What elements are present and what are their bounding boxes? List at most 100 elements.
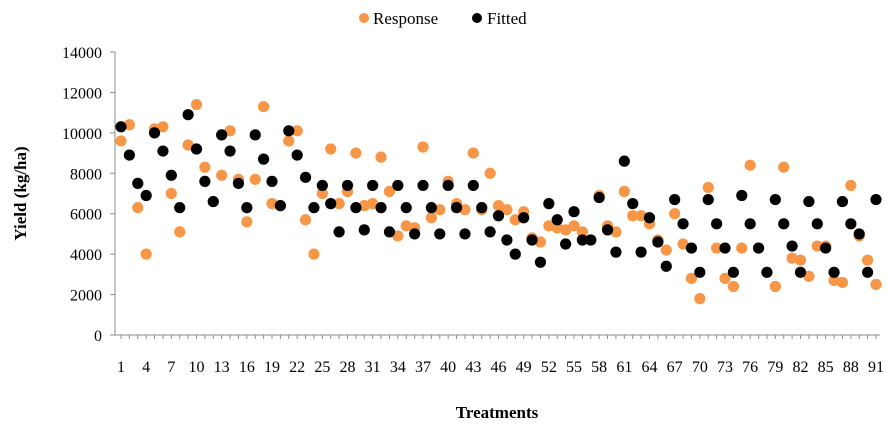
point-fitted — [643, 212, 656, 224]
point-fitted — [568, 206, 580, 218]
point-response — [367, 198, 379, 210]
point-response — [199, 161, 211, 173]
point-fitted — [870, 193, 882, 206]
point-fitted — [593, 191, 605, 204]
point-fitted — [358, 224, 370, 236]
point-fitted — [132, 177, 144, 189]
x-tick-label: 73 — [717, 359, 733, 376]
point-response — [568, 220, 580, 232]
point-fitted — [442, 179, 454, 192]
x-tick-label: 43 — [465, 359, 481, 376]
point-response — [425, 212, 437, 224]
point-fitted — [232, 177, 245, 189]
point-fitted — [845, 218, 857, 230]
point-fitted — [325, 198, 337, 210]
point-fitted — [333, 226, 345, 238]
point-response — [115, 135, 127, 147]
point-fitted — [576, 234, 588, 246]
point-response — [501, 204, 513, 216]
point-fitted — [853, 228, 865, 240]
x-tick-label: 58 — [591, 359, 607, 376]
point-response — [308, 248, 320, 260]
point-fitted — [534, 256, 547, 268]
point-fitted — [711, 218, 723, 230]
point-fitted — [450, 202, 463, 214]
legend-marker-fitted — [472, 13, 482, 23]
y-tick-label: 0 — [94, 328, 102, 345]
point-response — [333, 198, 345, 210]
point-response — [744, 159, 756, 171]
point-response — [350, 147, 362, 159]
point-response — [786, 252, 798, 264]
point-fitted — [115, 121, 127, 133]
x-tick-label: 76 — [742, 359, 758, 376]
point-fitted — [383, 226, 396, 238]
point-response — [627, 210, 639, 222]
point-response — [467, 147, 479, 159]
x-tick-label: 16 — [239, 359, 255, 376]
point-fitted — [618, 155, 630, 167]
x-tick-label: 49 — [516, 359, 532, 376]
point-fitted — [736, 189, 748, 202]
point-response — [769, 280, 781, 293]
point-fitted — [669, 193, 681, 206]
x-tick-label: 52 — [541, 359, 557, 376]
point-fitted — [744, 218, 756, 230]
point-response — [711, 242, 723, 254]
x-tick-label: 64 — [642, 359, 658, 376]
point-fitted — [274, 200, 286, 212]
point-fitted — [148, 127, 161, 139]
point-fitted — [509, 248, 521, 260]
point-response — [509, 214, 521, 226]
point-fitted — [207, 195, 219, 208]
point-response — [258, 100, 270, 113]
point-response — [836, 276, 849, 289]
legend: Response Fitted — [359, 9, 527, 28]
y-axis: 0 2000 4000 6000 8000 10000 12000 14000 — [62, 45, 116, 345]
point-fitted — [291, 149, 303, 161]
point-fitted — [308, 202, 320, 214]
y-tick-label: 12000 — [62, 85, 102, 102]
point-response — [736, 242, 748, 254]
point-response — [719, 272, 731, 284]
point-fitted — [660, 260, 672, 272]
x-tick-label: 37 — [415, 359, 431, 376]
point-fitted — [601, 224, 614, 236]
point-fitted — [367, 179, 379, 192]
point-response — [551, 222, 563, 234]
y-tick-label: 8000 — [70, 166, 102, 183]
point-fitted — [299, 171, 312, 183]
point-fitted — [786, 240, 798, 252]
point-fitted — [425, 202, 437, 214]
point-response — [190, 98, 203, 111]
point-fitted — [484, 226, 496, 238]
x-tick-label: 85 — [818, 359, 834, 376]
point-response — [794, 254, 807, 266]
point-response — [669, 208, 681, 220]
point-fitted — [476, 202, 488, 214]
x-tick-label: 10 — [189, 359, 205, 376]
legend-label-fitted: Fitted — [487, 9, 527, 28]
point-fitted — [719, 242, 731, 254]
point-response — [123, 119, 135, 131]
point-response — [132, 202, 144, 214]
point-response — [727, 280, 739, 293]
point-fitted — [526, 234, 538, 246]
point-response — [266, 198, 278, 210]
point-fitted — [140, 189, 152, 202]
point-fitted — [459, 228, 471, 240]
point-response — [610, 226, 622, 238]
point-fitted — [610, 246, 622, 258]
point-response — [249, 173, 261, 185]
point-response — [299, 214, 312, 226]
point-fitted — [828, 266, 840, 278]
y-axis-title: Yield (kg/ha) — [11, 146, 30, 240]
point-fitted — [258, 153, 270, 165]
x-tick-label: 46 — [491, 359, 507, 376]
data-points — [115, 98, 882, 305]
point-response — [224, 125, 236, 137]
point-fitted — [820, 242, 832, 254]
point-fitted — [836, 195, 849, 208]
point-response — [828, 274, 840, 287]
point-fitted — [702, 193, 714, 206]
